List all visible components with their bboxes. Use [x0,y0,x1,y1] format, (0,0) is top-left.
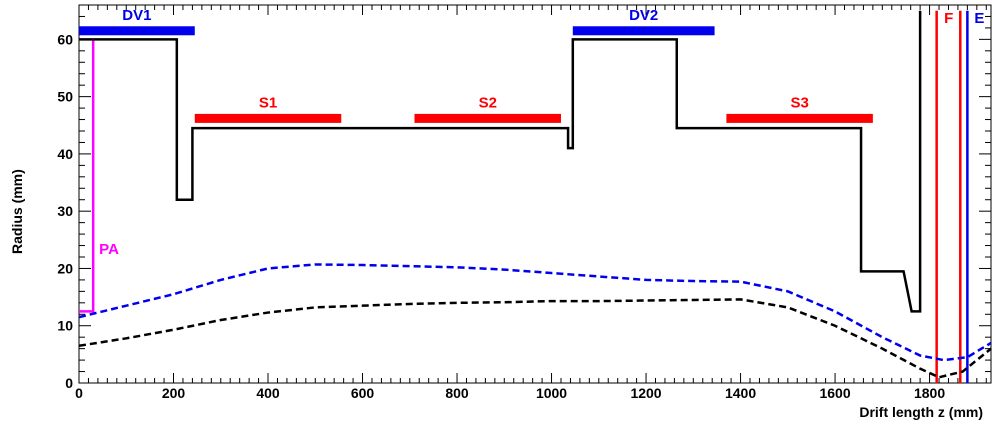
y-tick-label: 10 [57,318,73,334]
x-tick-label: 1600 [819,385,850,401]
x-tick-label: 1200 [630,385,661,401]
y-tick-label: 50 [57,89,73,105]
y-tick-label: 30 [57,203,73,219]
region-label-s2: S2 [479,94,497,111]
region-bar-s1 [194,113,342,123]
marker-lines [79,10,969,383]
y-axis-title: Radius (mm) [9,169,25,254]
y-tick-label: 40 [57,146,73,162]
y-tick-label: 0 [65,375,73,391]
x-tick-label: 800 [445,385,469,401]
region-bars [79,26,873,123]
y-tick-label: 60 [57,31,73,47]
x-tick-label: 1400 [725,385,756,401]
plot-frame [78,4,992,384]
x-tick-label: 0 [75,385,83,401]
aperture-line-0 [79,10,922,313]
axis-tick-labels: 0 200 400 600 800 1000 1200 1400 1600 1800 0 10 20 30… [57,31,945,401]
envelope-line-2 [78,298,992,379]
marker-label-pa: PA [99,241,119,258]
region-label-dv1: DV1 [122,7,151,24]
region-bar-s2 [414,113,561,123]
axis-ticks [78,4,991,384]
region-label-s1: S1 [259,94,277,111]
region-label-s3: S3 [790,94,808,111]
x-tick-label: 1800 [914,385,945,401]
region-bar-dv2 [572,26,715,36]
x-tick-label: 600 [351,385,375,401]
region-bar-s3 [726,113,873,123]
region-label-dv2: DV2 [629,7,658,24]
x-axis-title: Drift length z (mm) [859,404,983,420]
marker-label-e: E [974,10,984,27]
y-tick-label: 20 [57,260,73,276]
marker-pa [79,39,95,313]
region-bar-dv1 [79,26,195,36]
x-tick-label: 200 [162,385,186,401]
region-labels: DV1 DV2 S1 S2 S3 PA F E [99,7,984,258]
envelope-line-1 [78,263,992,362]
x-tick-label: 400 [256,385,280,401]
marker-label-f: F [944,10,953,27]
x-tick-label: 1000 [536,385,567,401]
series-lines [78,10,992,379]
